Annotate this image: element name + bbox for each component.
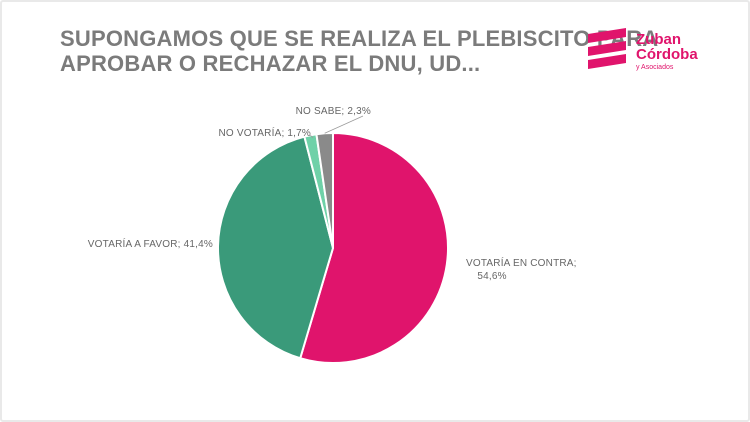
leader-line	[324, 115, 364, 134]
logo-name-line-1: Zuban	[636, 31, 681, 48]
pie-slice-no-sabe	[315, 131, 334, 249]
logo-subtitle: y Asociados	[636, 64, 674, 71]
leader-line	[310, 134, 314, 139]
brand-logo: Zuban Córdoba y Asociados	[586, 28, 706, 78]
slice-label: 54,6%	[477, 271, 506, 282]
logo-name-line-2: Córdoba	[636, 46, 698, 63]
title-line-1: SUPONGAMOS QUE SE REALIZA EL PLEBISCITO …	[60, 26, 659, 51]
slice-label: NO SABE; 2,3%	[296, 106, 371, 117]
logo-text: Zuban Córdoba	[636, 32, 698, 62]
slice-label: VOTARÍA A FAVOR; 41,4%	[88, 237, 213, 250]
slice-label: NO VOTARÍA; 1,7%	[219, 126, 311, 139]
pie-slice-votar-a-a-favor	[217, 135, 335, 360]
slice-label: VOTARÍA EN CONTRA;	[466, 256, 577, 269]
logo-mark-icon	[588, 28, 626, 69]
chart-title: SUPONGAMOS QUE SE REALIZA EL PLEBISCITO …	[60, 26, 659, 76]
title-line-2: APROBAR O RECHAZAR EL DNU, UD...	[60, 51, 481, 76]
pie-slice-votar-a-en-contra	[298, 131, 449, 364]
